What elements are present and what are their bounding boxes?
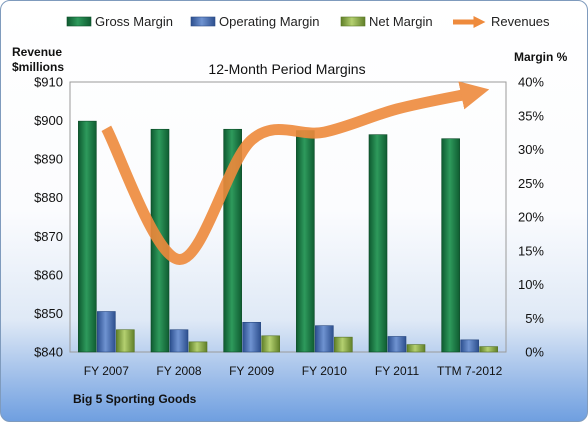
right-tick-label-10: 10% (518, 277, 544, 292)
left-tick-label-890: $890 (34, 152, 63, 167)
bar-net-margin-fy-2009 (261, 335, 280, 353)
bar-gross-margin-fy-2010 (296, 130, 315, 353)
legend-item-revenues: Revenues (453, 14, 550, 29)
legend-label-gross-margin: Gross Margin (95, 14, 173, 29)
bar-net-margin-fy-2011 (406, 344, 426, 353)
bar-net-margin-ttm-7-2012 (479, 346, 498, 353)
right-axis-ticks: 0% 5% 10% 15% 20% 25% 30% 35% 40% (518, 75, 544, 360)
revenue-line (101, 81, 490, 265)
legend-label-revenues: Revenues (491, 14, 550, 29)
bar-gross-margin-ttm-7-2012 (441, 138, 460, 353)
left-tick-label-850: $850 (34, 306, 63, 321)
legend-label-operating-margin: Operating Margin (219, 14, 319, 29)
legend-label-net-margin: Net Margin (369, 14, 433, 29)
left-tick-label-900: $900 (34, 113, 63, 128)
bar-operating-margin-fy-2007 (97, 311, 116, 353)
bar-series (78, 120, 498, 353)
category-label-fy-2011: FY 2011 (375, 364, 420, 378)
bar-operating-margin-fy-2008 (169, 329, 189, 353)
left-tick-label-910: $910 (34, 75, 63, 90)
bar-gross-margin-fy-2007 (78, 120, 97, 353)
legend-swatch-net-margin (340, 16, 366, 27)
left-tick-label-870: $870 (34, 229, 63, 244)
right-tick-label-40: 40% (518, 75, 544, 90)
right-tick-label-0: 0% (525, 345, 544, 360)
right-tick-label-35: 35% (518, 108, 544, 123)
category-labels: FY 2007 FY 2008 FY 2009 FY 2010 FY 2011 TTM 7… (84, 364, 503, 378)
bar-operating-margin-fy-2010 (315, 325, 334, 353)
bar-net-margin-fy-2007 (116, 329, 135, 353)
right-axis-title: Margin % (514, 50, 568, 64)
revenue-line-series (101, 81, 490, 265)
category-label-ttm-7-2012: TTM 7-2012 (437, 364, 503, 378)
right-tick-label-20: 20% (518, 210, 544, 225)
bar-net-margin-fy-2008 (188, 341, 208, 353)
bar-operating-margin-fy-2009 (242, 321, 261, 353)
left-axis-title-line1: Revenue (12, 45, 62, 59)
legend: Gross Margin Operating Margin Net Margin… (66, 14, 550, 29)
category-label-fy-2007: FY 2007 (84, 364, 129, 378)
legend-item-net-margin: Net Margin (340, 14, 433, 29)
left-tick-label-840: $840 (34, 345, 63, 360)
left-axis-title-line2: $millions (12, 60, 64, 74)
left-tick-label-880: $880 (34, 190, 63, 205)
bar-operating-margin-ttm-7-2012 (460, 339, 479, 353)
chart-title: 12-Month Period Margins (208, 61, 365, 77)
category-label-fy-2009: FY 2009 (229, 364, 274, 378)
category-label-fy-2010: FY 2010 (302, 364, 347, 378)
legend-swatch-gross-margin (66, 16, 92, 27)
footer-company-name: Big 5 Sporting Goods (73, 392, 197, 406)
right-tick-label-15: 15% (518, 243, 544, 258)
right-tick-label-5: 5% (525, 311, 544, 326)
right-tick-label-30: 30% (518, 142, 544, 157)
legend-swatch-operating-margin (190, 16, 216, 27)
bar-net-margin-fy-2010 (334, 336, 353, 353)
left-axis-ticks: $840 $850 $860 $870 $880 $890 $900 $910 (34, 75, 63, 360)
left-tick-label-860: $860 (34, 267, 63, 282)
bar-operating-margin-fy-2011 (387, 336, 407, 353)
bar-gross-margin-fy-2011 (368, 134, 388, 353)
legend-item-gross-margin: Gross Margin (66, 14, 173, 29)
category-label-fy-2008: FY 2008 (156, 364, 201, 378)
plot-area-border (69, 81, 507, 353)
right-tick-label-25: 25% (518, 176, 544, 191)
legend-item-operating-margin: Operating Margin (190, 14, 319, 29)
